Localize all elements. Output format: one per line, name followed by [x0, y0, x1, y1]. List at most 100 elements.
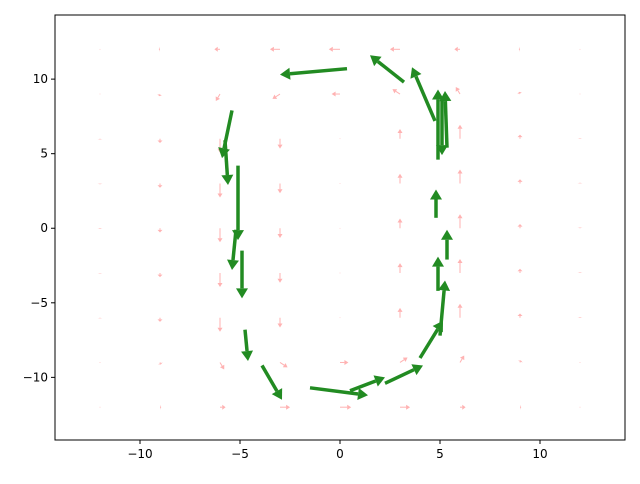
field-arrow	[332, 92, 340, 97]
arrow-shaft	[350, 381, 376, 391]
field-arrow	[100, 362, 101, 363]
trajectory-arrow	[385, 364, 423, 383]
field-arrow	[158, 362, 163, 364]
arrow-dot	[580, 94, 581, 95]
arrow-head	[286, 405, 290, 410]
trajectory-arrow	[430, 189, 442, 217]
arrow-dot	[340, 273, 341, 274]
arrow-head	[518, 269, 523, 272]
arrow-dot	[100, 362, 101, 363]
field-arrow	[520, 405, 521, 410]
field-arrow	[340, 405, 351, 410]
field-arrow	[460, 405, 466, 410]
y-tick-label: 5	[40, 147, 48, 161]
trajectory-arrow	[236, 251, 248, 299]
arrow-dot	[100, 94, 101, 95]
arrow-head	[158, 185, 163, 188]
arrow-head	[430, 189, 442, 199]
arrow-head	[278, 279, 283, 283]
field-arrow	[398, 263, 403, 273]
x-tick-label: −10	[127, 447, 152, 461]
y-tick-label: −10	[23, 370, 48, 384]
field-arrow	[100, 407, 101, 408]
arrow-dot	[100, 49, 101, 50]
arrow-head	[462, 405, 465, 410]
x-tick-label: 10	[532, 447, 547, 461]
arrow-head	[218, 194, 223, 198]
arrow-shaft	[276, 94, 280, 97]
field-arrow	[159, 47, 160, 52]
arrow-shaft	[290, 69, 347, 74]
arrow-head	[344, 360, 348, 365]
arrow-shaft	[280, 362, 284, 365]
field-arrow	[400, 405, 410, 410]
field-arrow	[158, 273, 163, 277]
field-arrow	[578, 183, 583, 184]
arrow-head	[218, 238, 223, 242]
arrow-dot	[340, 183, 341, 184]
arrow-head	[278, 234, 283, 238]
field-arrow	[220, 362, 224, 369]
arrow-head	[218, 283, 223, 287]
arrow-shaft	[396, 91, 400, 94]
field-arrow	[158, 318, 163, 322]
field-arrow	[340, 317, 341, 318]
arrow-head	[518, 135, 523, 138]
arrow-head	[227, 259, 239, 270]
arrow-dot	[580, 49, 581, 50]
arrow-head	[158, 140, 163, 143]
arrow-head	[347, 405, 351, 410]
x-tick-label: −5	[231, 447, 249, 461]
field-arrow	[100, 94, 101, 95]
field-arrow	[100, 49, 101, 50]
arrow-head	[159, 47, 160, 52]
arrow-head	[158, 319, 163, 322]
field-arrow	[578, 228, 583, 229]
arrow-head	[221, 175, 233, 185]
arrow-head	[158, 230, 163, 233]
x-tick-label: 0	[336, 447, 344, 461]
field-arrow	[340, 273, 341, 274]
arrow-shaft	[385, 370, 414, 384]
arrow-shaft	[458, 90, 460, 94]
arrow-head	[270, 47, 274, 52]
y-tick-label: 10	[33, 72, 48, 86]
field-arrow	[218, 273, 223, 287]
field-arrow	[280, 362, 288, 367]
field-arrow	[278, 184, 283, 194]
arrow-head	[458, 125, 463, 129]
y-tick-label: −5	[30, 296, 48, 310]
arrow-dot	[100, 407, 101, 408]
arrow-head	[398, 308, 403, 312]
arrow-head	[518, 224, 523, 227]
field-arrow	[458, 170, 463, 184]
arrow-head	[329, 47, 333, 52]
field-arrow	[398, 308, 403, 318]
arrow-head	[519, 47, 520, 52]
field-arrow	[216, 94, 220, 101]
arrow-head	[158, 275, 163, 278]
field-arrow	[158, 139, 163, 143]
field-arrow	[458, 125, 463, 139]
arrow-head	[278, 145, 283, 149]
field-arrow	[398, 129, 403, 139]
trajectory-arrow	[370, 55, 404, 82]
field-arrow	[270, 47, 280, 52]
field-arrow	[278, 273, 283, 283]
field-arrow	[98, 318, 103, 319]
field-arrow	[578, 272, 583, 273]
field-arrow	[280, 405, 290, 410]
field-arrow	[218, 184, 223, 198]
arrow-shaft	[420, 329, 438, 358]
field-arrow	[518, 360, 523, 362]
field-arrow	[580, 94, 581, 95]
field-arrow	[458, 259, 463, 273]
field-arrow	[392, 89, 400, 94]
field-arrow	[518, 224, 523, 228]
field-arrow	[278, 139, 283, 149]
arrow-head	[280, 68, 290, 80]
arrow-shaft	[225, 140, 227, 175]
field-arrow	[398, 174, 403, 184]
field-arrow	[158, 184, 163, 188]
